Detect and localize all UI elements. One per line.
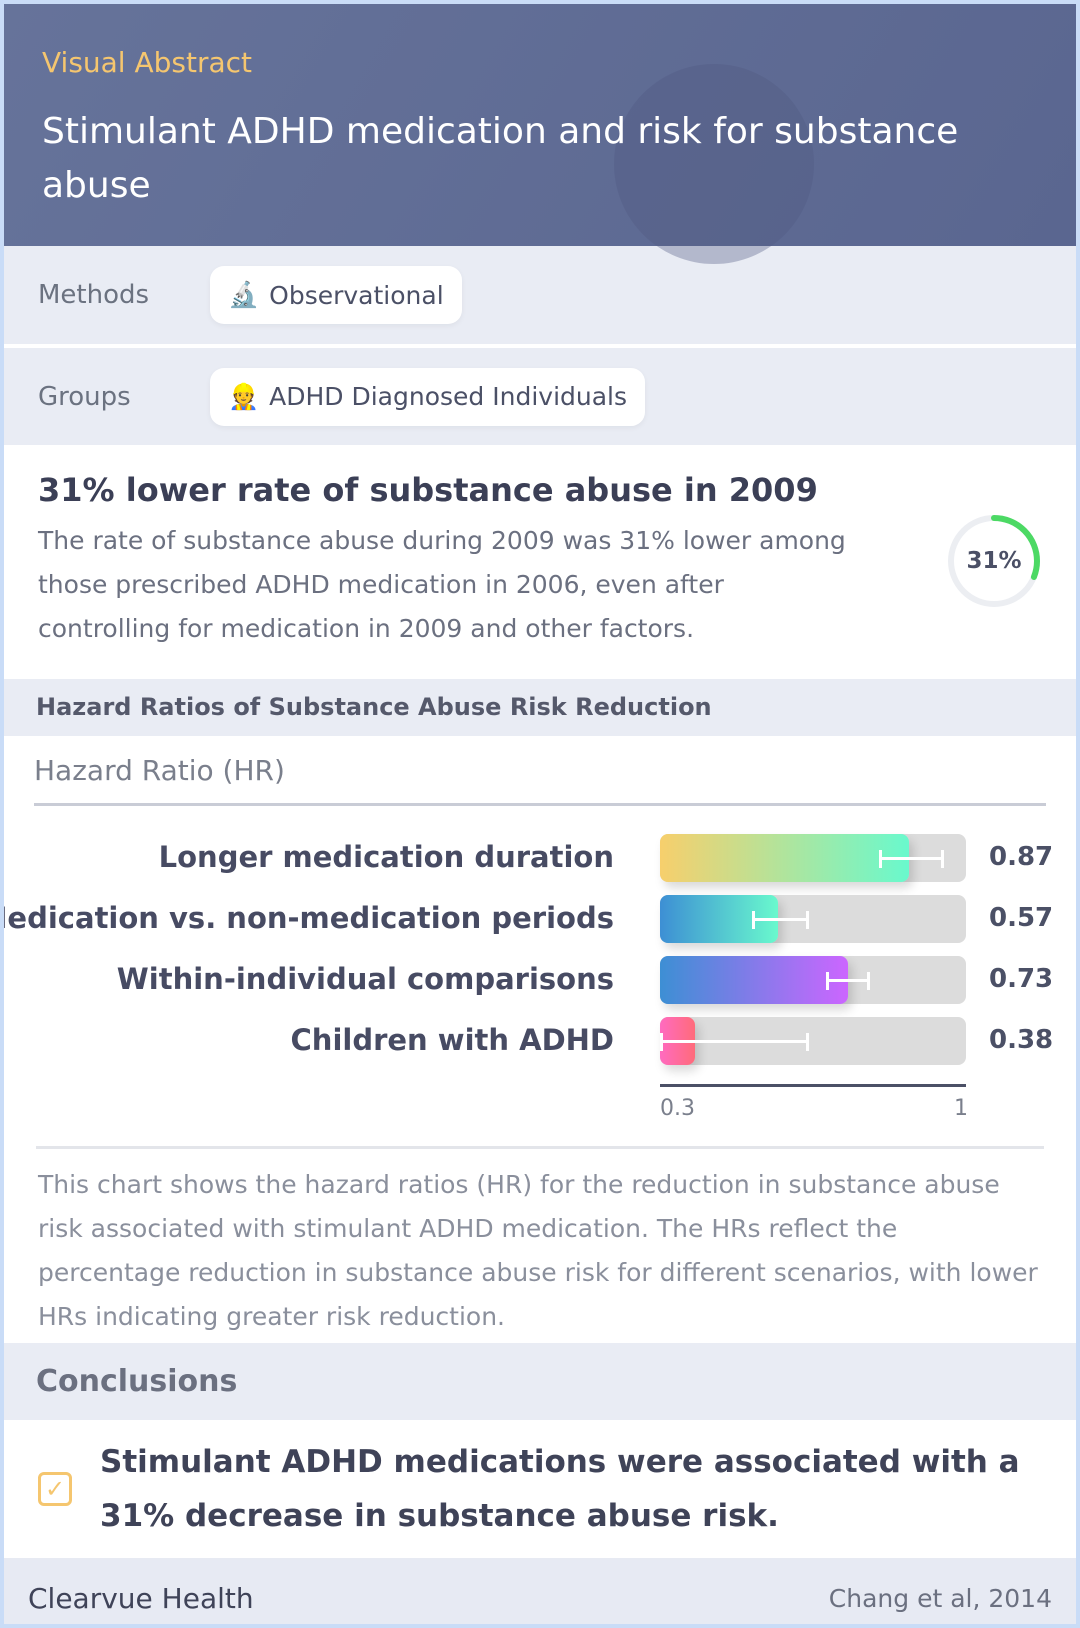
category-label: Medication vs. non-medication periods	[4, 901, 614, 935]
chart-description: This chart shows the hazard ratios (HR) …	[36, 1146, 1044, 1343]
category-label: Longer medication duration	[158, 840, 614, 874]
x-tick: 1	[954, 1096, 968, 1121]
bar	[660, 834, 910, 882]
x-axis	[660, 1084, 966, 1087]
hazard-ratio-chart: Hazard Ratio (HR) 0.3 1 Longer medicatio…	[4, 736, 1076, 1146]
category-label: Within-individual comparisons	[116, 962, 614, 996]
ring-label: 31%	[966, 548, 1022, 574]
error-bar	[826, 972, 870, 990]
groups-chip: 👷 ADHD Diagnosed Individuals	[210, 367, 646, 426]
value-label: 0.87	[989, 842, 1054, 872]
checkbox-icon: ✓	[38, 1472, 72, 1506]
brand: Clearvue Health	[28, 1581, 254, 1615]
header: Visual Abstract Stimulant ADHD medicatio…	[4, 4, 1076, 264]
bar-track	[660, 956, 966, 1004]
citation: Chang et al, 2014	[828, 1583, 1052, 1613]
methods-label: Methods	[38, 280, 150, 310]
conclusion-item: ✓ Stimulant ADHD medications were associ…	[4, 1420, 1076, 1558]
page-title: Stimulant ADHD medication and risk for s…	[42, 111, 959, 206]
methods-value: Observational	[269, 280, 444, 310]
footer: Clearvue Health Chang et al, 2014	[4, 1558, 1076, 1624]
chart-title: Hazard Ratio (HR)	[34, 736, 1046, 806]
chart-section-title: Hazard Ratios of Substance Abuse Risk Re…	[4, 679, 1076, 736]
x-tick: 0.3	[660, 1096, 695, 1121]
groups-value: ADHD Diagnosed Individuals	[269, 382, 628, 411]
finding-headline: 31% lower rate of substance abuse in 200…	[38, 471, 818, 509]
microscope-icon: 🔬	[228, 280, 260, 309]
finding-body: The rate of substance abuse during 2009 …	[38, 526, 846, 643]
error-bar	[751, 911, 809, 929]
methods-chip: 🔬 Observational	[210, 266, 462, 324]
value-label: 0.57	[989, 903, 1054, 933]
header-decoration	[614, 64, 814, 264]
ring-arc	[948, 515, 1040, 607]
eyebrow: Visual Abstract	[42, 46, 253, 79]
visual-abstract-card: Visual Abstract Stimulant ADHD medicatio…	[4, 4, 1076, 1624]
bar-track	[660, 1017, 966, 1065]
methods-row: Methods 🔬 Observational	[4, 246, 1076, 344]
error-bar	[878, 850, 945, 868]
conclusion-text: Stimulant ADHD medications were associat…	[100, 1444, 1020, 1534]
groups-row: Groups 👷 ADHD Diagnosed Individuals	[4, 348, 1076, 445]
category-label: Children with ADHD	[290, 1023, 614, 1057]
groups-label: Groups	[38, 381, 131, 412]
person-icon: 👷	[228, 381, 260, 411]
bar-track	[660, 895, 966, 943]
key-finding: 31% lower rate of substance abuse in 200…	[4, 445, 1076, 679]
percent-ring: 31%	[946, 513, 1042, 609]
bar	[660, 956, 848, 1004]
value-label: 0.38	[989, 1025, 1054, 1055]
conclusions-title: Conclusions	[4, 1343, 1076, 1420]
value-label: 0.73	[989, 964, 1054, 994]
bar-track	[660, 834, 966, 882]
error-bar	[660, 1033, 809, 1051]
